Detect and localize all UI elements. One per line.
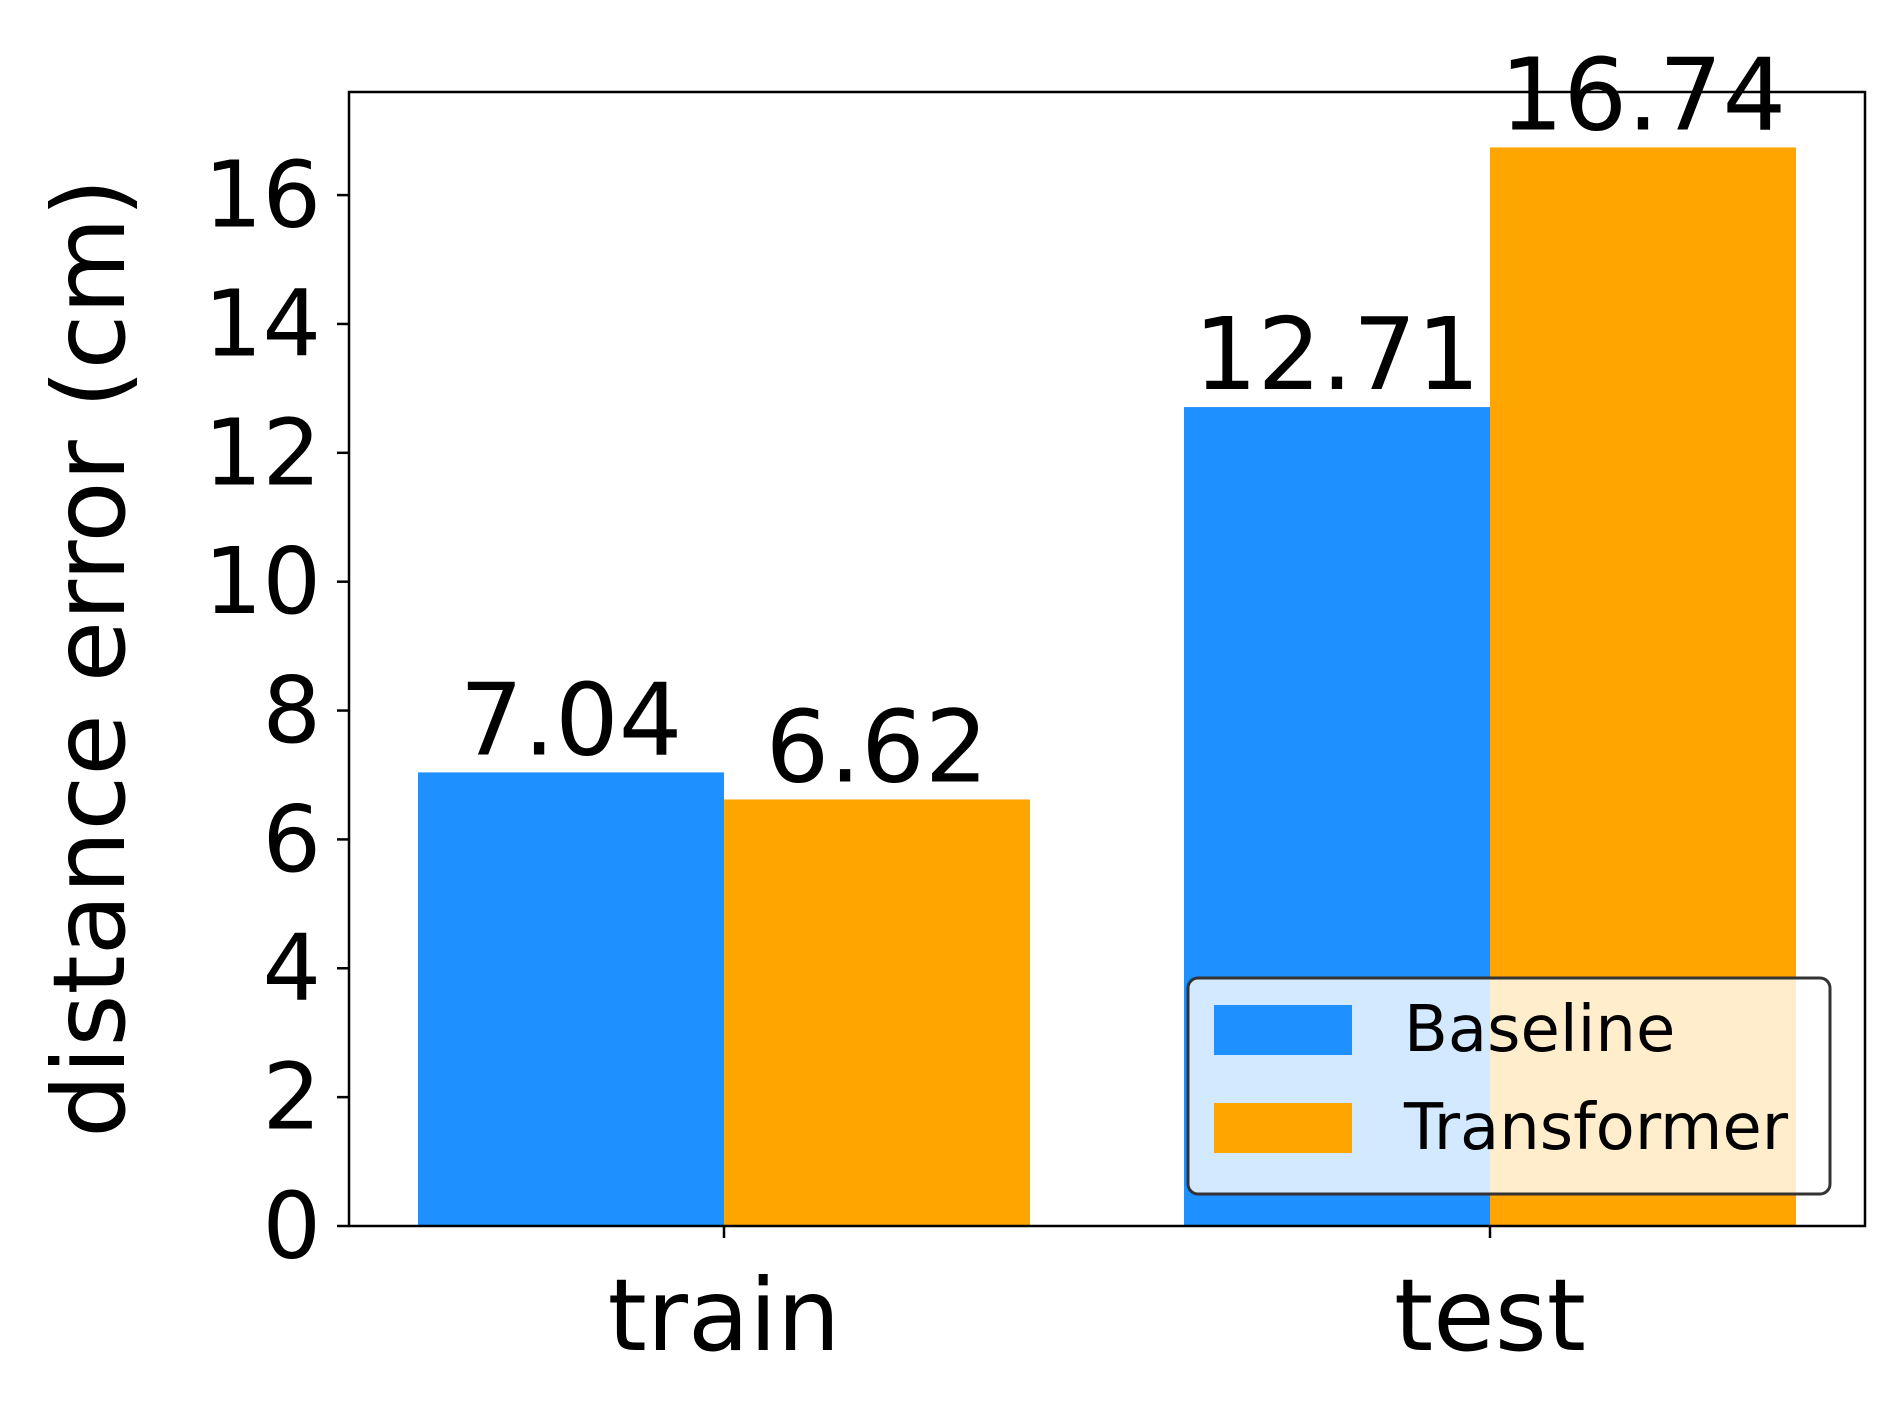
y-tick-label: 8 xyxy=(262,657,321,764)
y-tick-label: 14 xyxy=(204,270,321,377)
x-tick-label-train: train xyxy=(608,1257,841,1374)
y-tick-label: 12 xyxy=(204,399,321,506)
data-label-transformer-test: 16.74 xyxy=(1500,36,1786,153)
y-tick-label: 16 xyxy=(204,142,321,249)
legend-swatch-baseline xyxy=(1214,1005,1352,1055)
legend-swatch-transformer xyxy=(1214,1103,1352,1153)
data-label-baseline-train: 7.04 xyxy=(460,661,683,778)
bar-baseline-train xyxy=(418,772,724,1226)
y-tick-label: 2 xyxy=(262,1044,321,1151)
y-tick-label: 0 xyxy=(262,1173,321,1280)
legend: Baseline Transformer xyxy=(1186,976,1832,1196)
y-tick-label: 6 xyxy=(262,786,321,893)
bar-transformer-train xyxy=(724,799,1030,1226)
ticks-layer: 0 2 4 6 8 10 12 14 16 train test xyxy=(204,142,1586,1374)
plot-frame xyxy=(347,90,1867,1228)
legend-label-baseline: Baseline xyxy=(1404,993,1675,1067)
y-axis-label: distance error (cm) xyxy=(31,178,148,1138)
data-label-baseline-test: 12.71 xyxy=(1194,296,1480,413)
data-label-transformer-train: 6.62 xyxy=(766,688,989,805)
x-tick-label-test: test xyxy=(1394,1257,1586,1374)
legend-items: Baseline Transformer xyxy=(1214,993,1789,1165)
legend-label-transformer: Transformer xyxy=(1403,1091,1789,1165)
y-tick-label: 4 xyxy=(262,915,321,1022)
y-tick-label: 10 xyxy=(204,528,321,635)
labels-layer: 7.04 12.71 6.62 16.74 xyxy=(460,36,1786,805)
